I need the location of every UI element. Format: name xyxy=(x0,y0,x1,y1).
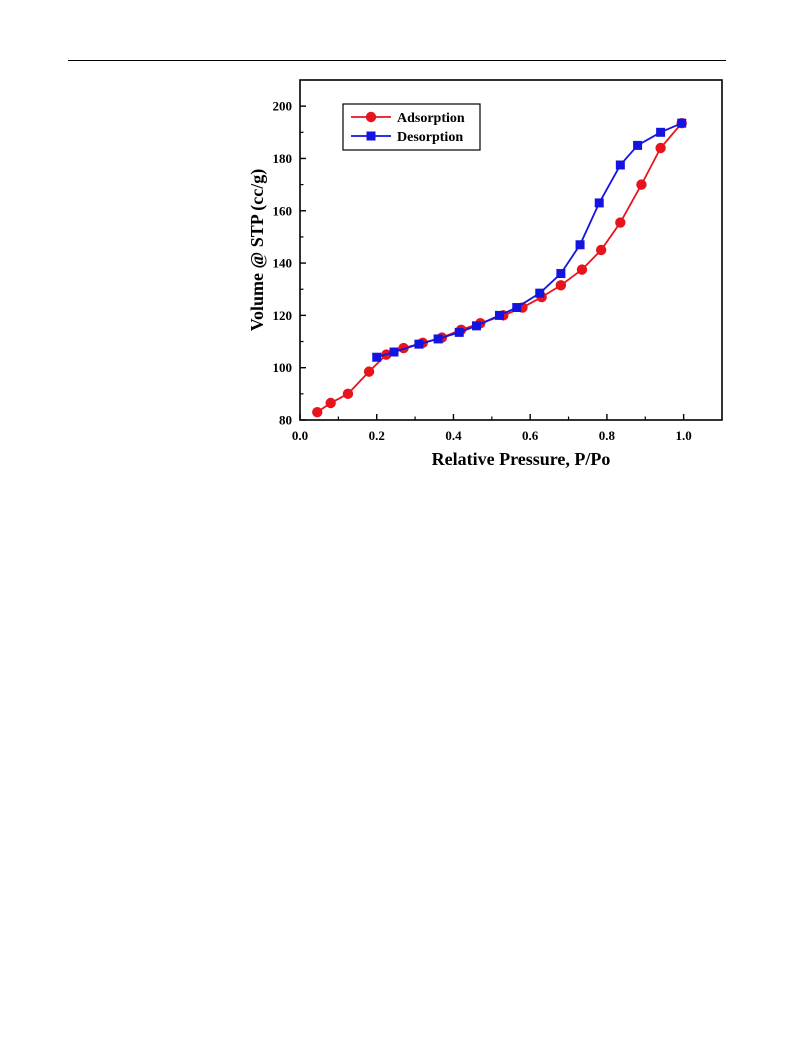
desorption-point xyxy=(389,347,399,357)
legend-label: Adsorption xyxy=(397,111,465,126)
desorption-point xyxy=(633,140,643,150)
y-tick-label: 200 xyxy=(273,99,293,114)
adsorption-point xyxy=(363,366,375,377)
desorption-point xyxy=(454,327,464,337)
x-tick-label: 0.6 xyxy=(522,428,539,443)
desorption-point xyxy=(535,288,545,298)
y-tick-label: 120 xyxy=(273,308,293,323)
y-tick-label: 100 xyxy=(273,360,293,375)
desorption-series xyxy=(372,118,687,362)
desorption-point xyxy=(575,240,585,250)
desorption-point xyxy=(414,339,424,349)
adsorption-point xyxy=(595,244,607,256)
x-tick-label: 0.4 xyxy=(445,428,462,443)
legend-marker xyxy=(365,111,377,123)
x-axis-title: Relative Pressure, P/Po xyxy=(432,449,611,469)
y-tick-label: 140 xyxy=(273,256,293,271)
x-tick-label: 0.2 xyxy=(369,428,385,443)
desorption-point xyxy=(372,352,382,362)
legend-label: Desorption xyxy=(397,130,463,145)
x-tick-label: 0.8 xyxy=(599,428,616,443)
adsorption-point xyxy=(325,397,336,409)
desorption-point xyxy=(494,310,504,320)
legend-box xyxy=(342,103,481,151)
desorption-point xyxy=(594,198,604,208)
adsorption-point xyxy=(636,179,647,190)
y-tick-labels: 80 100 120 140 160 180 200 xyxy=(273,99,293,428)
desorption-point xyxy=(556,269,566,279)
y-tick-label: 160 xyxy=(273,203,293,218)
legend-entry-desorption: Desorption xyxy=(351,130,463,145)
axis-ticks xyxy=(299,105,685,421)
legend-entry-adsorption: Adsorption xyxy=(351,111,465,126)
adsorption-point xyxy=(312,406,323,418)
adsorption-point xyxy=(655,142,666,154)
y-tick-label: 80 xyxy=(279,413,292,428)
legend-marker xyxy=(366,131,376,141)
adsorption-point xyxy=(342,388,354,400)
adsorption-point xyxy=(615,217,626,228)
legend: Adsorption Desorption xyxy=(342,103,481,151)
series-layer xyxy=(312,117,687,418)
x-tick-label: 0.0 xyxy=(292,428,308,443)
x-tick-label: 1.0 xyxy=(676,428,692,443)
desorption-point xyxy=(656,127,666,137)
desorption-point xyxy=(512,303,522,313)
adsorption-point xyxy=(555,280,567,291)
plot-frame xyxy=(299,79,723,421)
y-tick-label: 180 xyxy=(273,151,293,166)
desorption-line xyxy=(376,122,683,359)
x-tick-labels: 0.0 0.2 0.4 0.6 0.8 1.0 xyxy=(292,428,692,443)
y-axis-title: Volume @ STP (cc/g) xyxy=(247,169,268,332)
desorption-point xyxy=(677,118,687,128)
adsorption-series xyxy=(312,117,687,418)
page-header-rule xyxy=(68,60,726,61)
desorption-point xyxy=(433,334,443,344)
adsorption-point xyxy=(576,264,588,275)
desorption-point xyxy=(471,321,481,331)
desorption-point xyxy=(615,160,625,170)
